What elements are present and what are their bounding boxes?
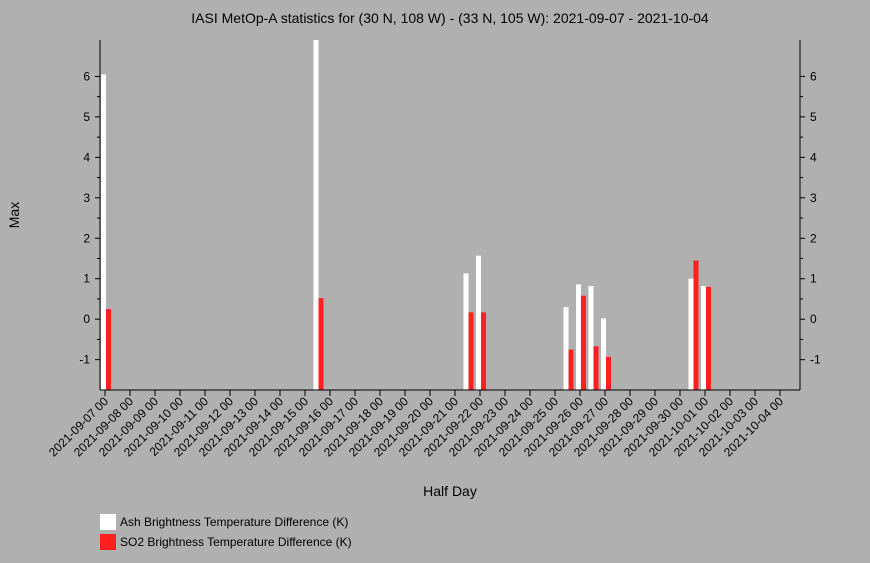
so2-bar: [106, 309, 111, 390]
y-tick-label-right: 0: [810, 312, 817, 326]
y-tick-label-right: 2: [810, 231, 817, 245]
ash-bar: [701, 286, 706, 390]
y-tick-label-right: 5: [810, 110, 817, 124]
so2-bar: [581, 295, 586, 390]
axes: [99, 40, 801, 391]
so2-bar: [706, 286, 711, 390]
ash-bar: [101, 74, 106, 390]
y-tick-label-left: 3: [83, 191, 90, 205]
y-ticks: -1 -1 0 0 1 1 2 2 3 3 4 4 5 5 6 6: [79, 69, 821, 366]
y-tick-label-right: -1: [810, 353, 821, 367]
ash-bar: [601, 318, 606, 390]
y-tick-label-right: 4: [810, 150, 817, 164]
legend-item-ash: Ash Brightness Temperature Difference (K…: [100, 512, 352, 532]
y-axis-label: Max: [6, 202, 22, 228]
legend-label-ash: Ash Brightness Temperature Difference (K…: [120, 515, 349, 529]
so2-bar: [481, 312, 486, 390]
legend-label-so2: SO2 Brightness Temperature Difference (K…: [120, 535, 352, 549]
y-tick-label-left: 4: [83, 150, 90, 164]
y-tick-label-left: -1: [79, 353, 90, 367]
ash-bar: [463, 273, 469, 390]
legend-swatch-ash: [100, 514, 116, 530]
y-tick-label-right: 6: [810, 69, 817, 83]
y-tick-label-right: 1: [810, 272, 817, 286]
y-tick-label-right: 3: [810, 191, 817, 205]
y-tick-label-left: 6: [83, 69, 90, 83]
ash-bar: [576, 284, 581, 390]
x-axis-label: Half Day: [423, 483, 477, 499]
so2-bar: [468, 312, 474, 390]
bars: [101, 40, 711, 390]
legend-swatch-so2: [100, 534, 116, 550]
legend: Ash Brightness Temperature Difference (K…: [100, 512, 352, 552]
y-tick-label-left: 0: [83, 312, 90, 326]
y-tick-label-left: 5: [83, 110, 90, 124]
so2-bar: [593, 346, 599, 390]
so2-bar: [606, 356, 611, 390]
so2-bar: [318, 298, 324, 390]
legend-item-so2: SO2 Brightness Temperature Difference (K…: [100, 532, 352, 552]
ash-bar: [588, 286, 594, 390]
ash-bar: [563, 307, 569, 390]
so2-bar: [568, 349, 574, 390]
y-tick-label-left: 2: [83, 231, 90, 245]
ash-bar: [476, 255, 481, 390]
ash-bar: [688, 278, 694, 390]
so2-bar: [693, 260, 699, 390]
chart-title: IASI MetOp-A statistics for (30 N, 108 W…: [191, 10, 709, 26]
ash-bar: [313, 40, 319, 390]
y-tick-label-left: 1: [83, 272, 90, 286]
